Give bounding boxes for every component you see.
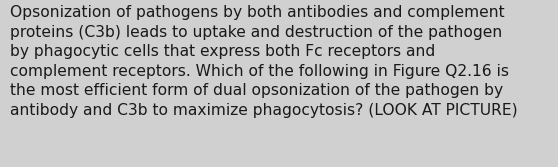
Text: Opsonization of pathogens by both antibodies and complement
proteins (C3b) leads: Opsonization of pathogens by both antibo… [10, 5, 518, 118]
